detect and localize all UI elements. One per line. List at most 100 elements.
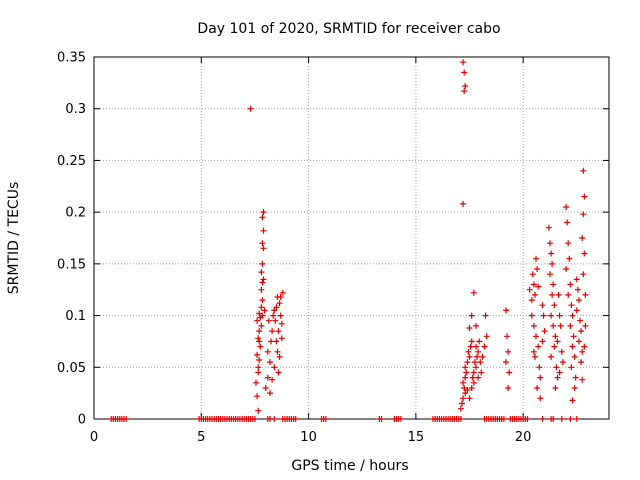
data-point bbox=[581, 193, 588, 200]
data-point bbox=[567, 281, 574, 288]
data-point bbox=[274, 294, 281, 300]
y-tick-label: 0.35 bbox=[57, 51, 86, 66]
data-point bbox=[261, 307, 268, 314]
data-point bbox=[578, 328, 585, 335]
data-point bbox=[277, 312, 284, 319]
data-point bbox=[256, 328, 263, 335]
data-point bbox=[578, 359, 585, 366]
data-point bbox=[569, 343, 576, 350]
data-point bbox=[473, 343, 479, 350]
data-point bbox=[268, 338, 274, 345]
data-point bbox=[473, 322, 479, 329]
data-point bbox=[568, 364, 575, 371]
data-point bbox=[533, 333, 539, 340]
data-point bbox=[533, 255, 539, 262]
y-axis-label: SRMTID / TECUs bbox=[6, 182, 22, 295]
data-point bbox=[579, 235, 586, 241]
data-point bbox=[265, 317, 272, 324]
data-point bbox=[260, 276, 267, 283]
data-point bbox=[260, 245, 267, 252]
data-point bbox=[563, 266, 570, 272]
data-point bbox=[468, 338, 475, 345]
data-point bbox=[537, 395, 544, 402]
data-point bbox=[462, 364, 469, 371]
data-point bbox=[483, 333, 490, 340]
data-point bbox=[461, 88, 468, 95]
data-point bbox=[572, 374, 579, 381]
data-point bbox=[479, 353, 486, 360]
data-point bbox=[278, 335, 285, 342]
data-point bbox=[579, 376, 586, 383]
data-point bbox=[469, 374, 476, 381]
x-tick-label: 20 bbox=[515, 430, 532, 445]
data-series-srmtid bbox=[108, 59, 589, 422]
data-point bbox=[577, 317, 583, 324]
y-tick-label: 0 bbox=[78, 413, 86, 428]
data-point bbox=[528, 297, 535, 304]
data-point bbox=[264, 348, 271, 355]
data-point bbox=[532, 353, 538, 360]
data-point bbox=[462, 83, 469, 89]
data-point bbox=[539, 416, 546, 422]
data-point bbox=[554, 338, 561, 345]
data-point bbox=[550, 416, 557, 422]
data-point bbox=[568, 302, 575, 309]
data-point bbox=[567, 416, 574, 422]
data-point bbox=[259, 260, 266, 267]
data-point bbox=[548, 250, 555, 257]
data-point bbox=[548, 353, 555, 360]
data-point bbox=[569, 312, 576, 319]
data-point bbox=[540, 312, 547, 319]
data-point bbox=[258, 286, 265, 293]
data-point bbox=[581, 250, 588, 257]
data-point bbox=[549, 260, 556, 267]
data-point bbox=[565, 291, 572, 298]
data-point bbox=[465, 348, 472, 355]
y-tick-label: 0.05 bbox=[57, 361, 86, 376]
data-point bbox=[530, 281, 537, 288]
data-point bbox=[471, 359, 478, 366]
data-point bbox=[255, 369, 262, 376]
data-point bbox=[555, 291, 562, 298]
data-point bbox=[264, 374, 271, 381]
data-point bbox=[276, 353, 283, 360]
data-point bbox=[292, 416, 299, 422]
data-point bbox=[582, 291, 589, 298]
data-point bbox=[461, 385, 468, 391]
data-point bbox=[259, 279, 266, 286]
data-point bbox=[272, 317, 279, 324]
data-point bbox=[457, 416, 464, 422]
data-point bbox=[468, 312, 475, 319]
data-point bbox=[255, 407, 262, 414]
data-point bbox=[574, 286, 581, 293]
data-point bbox=[536, 364, 543, 371]
data-point bbox=[464, 359, 471, 366]
data-point bbox=[259, 240, 266, 247]
data-point bbox=[466, 325, 473, 331]
data-point bbox=[460, 200, 467, 207]
data-point bbox=[553, 364, 560, 371]
data-point bbox=[322, 416, 329, 422]
data-point bbox=[557, 322, 564, 329]
data-point bbox=[582, 322, 589, 329]
data-point bbox=[273, 338, 280, 345]
data-point bbox=[551, 302, 558, 309]
data-point bbox=[275, 328, 282, 335]
data-point bbox=[470, 289, 477, 296]
data-point bbox=[524, 416, 531, 422]
data-point bbox=[526, 286, 533, 293]
data-point bbox=[573, 416, 580, 422]
data-point bbox=[475, 348, 482, 355]
data-point bbox=[530, 322, 537, 329]
data-point bbox=[551, 343, 558, 350]
plot-frame bbox=[93, 56, 610, 420]
y-tick-label: 0.15 bbox=[57, 257, 86, 272]
data-point bbox=[255, 335, 262, 342]
data-point bbox=[580, 167, 587, 174]
data-point bbox=[558, 348, 565, 355]
data-point bbox=[269, 376, 276, 383]
data-point bbox=[503, 307, 509, 314]
data-point bbox=[279, 289, 286, 296]
data-point bbox=[460, 395, 467, 402]
